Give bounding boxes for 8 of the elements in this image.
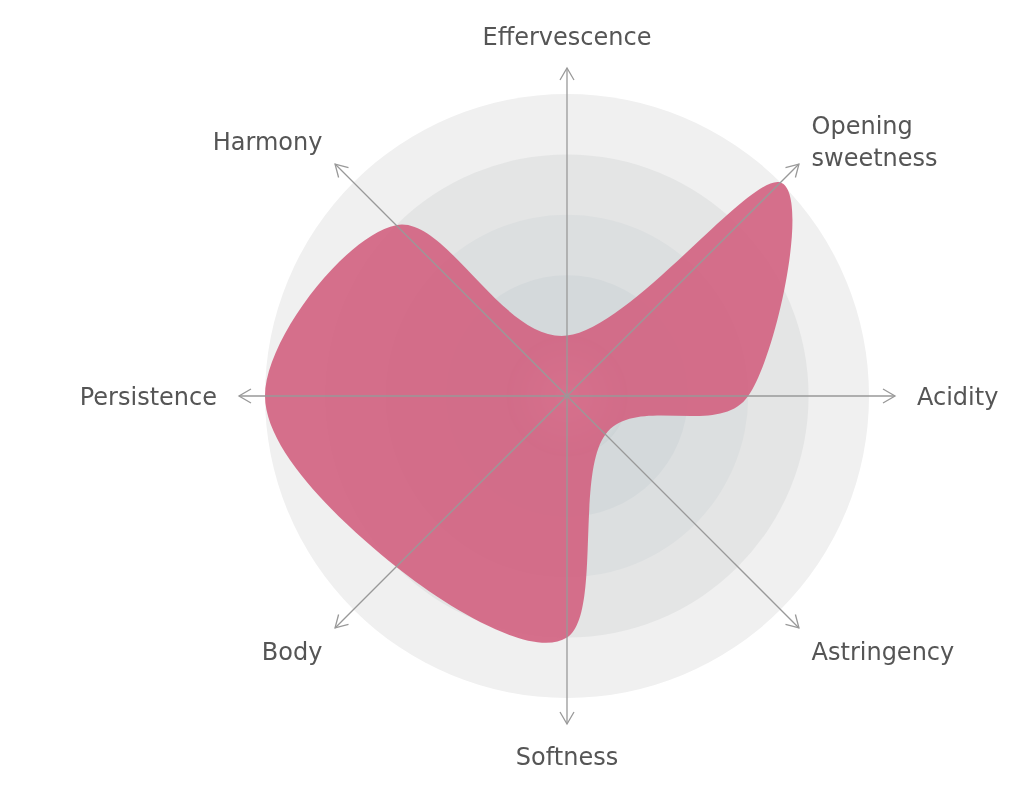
spoke-label: Acidity xyxy=(917,383,999,411)
spoke-label: Opening sweetness xyxy=(811,112,938,173)
spoke-label: Astringency xyxy=(811,637,955,666)
spoke-label: Softness xyxy=(515,743,619,771)
spoke-label: Body xyxy=(261,637,323,666)
spoke-label: Effervescence xyxy=(482,23,652,51)
spoke-label: Persistence xyxy=(79,383,217,411)
spoke-label: Harmony xyxy=(212,128,323,157)
